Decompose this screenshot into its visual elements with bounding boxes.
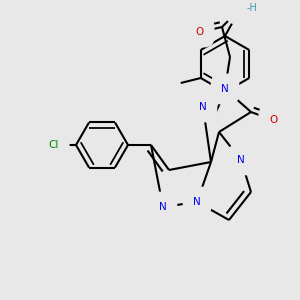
Text: N: N — [221, 84, 229, 94]
Text: N: N — [159, 202, 167, 212]
Text: N: N — [193, 197, 201, 207]
Text: O: O — [269, 115, 277, 125]
Text: N: N — [199, 102, 207, 112]
Text: -H: -H — [247, 3, 257, 13]
Text: Cl: Cl — [49, 140, 59, 150]
Text: O: O — [196, 27, 204, 37]
Text: N: N — [237, 155, 245, 165]
Text: N: N — [236, 4, 244, 14]
